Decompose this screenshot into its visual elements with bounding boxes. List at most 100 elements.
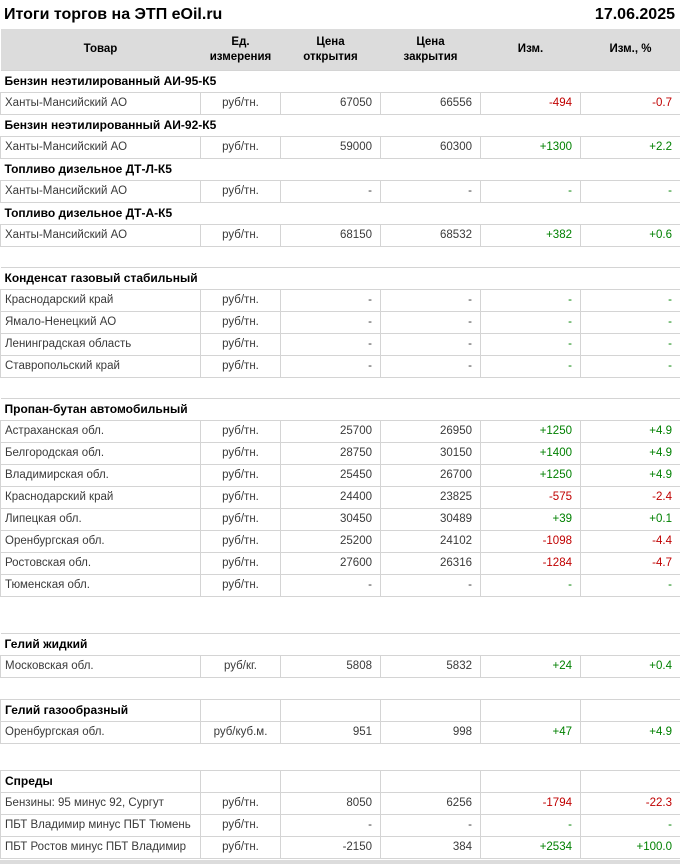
change-pct-cell: +4.9 xyxy=(581,443,680,465)
close-price-cell: 30489 xyxy=(381,509,481,531)
empty-cell xyxy=(281,700,381,722)
product-group-title: Пропан-бутан автомобильный xyxy=(1,399,680,421)
unit-cell: руб/тн. xyxy=(201,443,281,465)
spacer-cell xyxy=(1,678,680,700)
product-group-row: Бензин неэтилированный АИ-95-К5 xyxy=(1,71,680,93)
unit-cell: руб/тн. xyxy=(201,181,281,203)
unit-cell: руб/тн. xyxy=(201,421,281,443)
page-title: Итоги торгов на ЭТП eOil.ru xyxy=(4,6,222,24)
change-cell: - xyxy=(481,290,581,312)
product-group-row: Бензин неэтилированный АИ-92-К5 xyxy=(1,115,680,137)
change-cell: +39 xyxy=(481,509,581,531)
change-cell: +1250 xyxy=(481,421,581,443)
open-price-cell: 25700 xyxy=(281,421,381,443)
unit-cell: руб/тн. xyxy=(201,465,281,487)
product-group-title: Бензин неэтилированный АИ-95-К5 xyxy=(1,71,680,93)
close-price-cell: - xyxy=(381,312,481,334)
region-cell: Ростовская обл. xyxy=(1,553,201,575)
spacer-cell xyxy=(1,378,680,399)
region-cell: Оренбургская обл. xyxy=(1,722,201,744)
table-bottom-edge xyxy=(0,859,680,864)
product-group-row: Спреды xyxy=(1,771,680,793)
change-cell: -1098 xyxy=(481,531,581,553)
change-pct-cell: +0.1 xyxy=(581,509,680,531)
product-group-title: Топливо дизельное ДТ-Л-К5 xyxy=(1,159,680,181)
column-header-label: Товар xyxy=(84,43,118,55)
change-cell: - xyxy=(481,312,581,334)
empty-cell xyxy=(381,700,481,722)
close-price-cell: 6256 xyxy=(381,793,481,815)
close-price-cell: 23825 xyxy=(381,487,481,509)
spacer-row xyxy=(1,597,680,634)
close-price-cell: - xyxy=(381,356,481,378)
change-pct-cell: +4.9 xyxy=(581,722,680,744)
close-price-cell: 60300 xyxy=(381,137,481,159)
spacer-cell xyxy=(1,744,680,771)
region-cell: Липецкая обл. xyxy=(1,509,201,531)
change-pct-cell: - xyxy=(581,181,680,203)
open-price-cell: 8050 xyxy=(281,793,381,815)
product-group-row: Топливо дизельное ДТ-Л-К5 xyxy=(1,159,680,181)
region-cell: ПБТ Ростов минус ПБТ Владимир xyxy=(1,837,201,859)
unit-cell: руб/тн. xyxy=(201,93,281,115)
open-price-cell: 59000 xyxy=(281,137,381,159)
close-price-cell: 66556 xyxy=(381,93,481,115)
column-header: Цена закрытия xyxy=(381,29,481,71)
region-cell: Бензины: 95 минус 92, Сургут xyxy=(1,793,201,815)
product-group-row: Гелий жидкий xyxy=(1,634,680,656)
change-pct-cell: -2.4 xyxy=(581,487,680,509)
product-group-title: Конденсат газовый стабильный xyxy=(1,268,680,290)
column-header: Цена открытия xyxy=(281,29,381,71)
unit-cell: руб/тн. xyxy=(201,553,281,575)
close-price-cell: 30150 xyxy=(381,443,481,465)
change-pct-cell: - xyxy=(581,334,680,356)
open-price-cell: 25200 xyxy=(281,531,381,553)
unit-cell: руб/тн. xyxy=(201,487,281,509)
change-cell: +382 xyxy=(481,225,581,247)
open-price-cell: 68150 xyxy=(281,225,381,247)
region-cell: Астраханская обл. xyxy=(1,421,201,443)
change-pct-cell: - xyxy=(581,290,680,312)
change-cell: +1300 xyxy=(481,137,581,159)
open-price-cell: 27600 xyxy=(281,553,381,575)
open-price-cell: - xyxy=(281,356,381,378)
product-group-title: Гелий газообразный xyxy=(1,700,201,722)
unit-cell: руб/тн. xyxy=(201,290,281,312)
change-cell: +47 xyxy=(481,722,581,744)
region-cell: Ханты-Мансийский АО xyxy=(1,225,201,247)
change-cell: -1284 xyxy=(481,553,581,575)
close-price-cell: - xyxy=(381,334,481,356)
change-cell: +1250 xyxy=(481,465,581,487)
close-price-cell: - xyxy=(381,290,481,312)
unit-cell: руб/кг. xyxy=(201,656,281,678)
unit-cell: руб/тн. xyxy=(201,312,281,334)
open-price-cell: -2150 xyxy=(281,837,381,859)
spacer-row xyxy=(1,247,680,268)
open-price-cell: 5808 xyxy=(281,656,381,678)
region-cell: Московская обл. xyxy=(1,656,201,678)
column-header: Изм. xyxy=(481,29,581,71)
open-price-cell: 30450 xyxy=(281,509,381,531)
change-pct-cell: +0.4 xyxy=(581,656,680,678)
change-cell: +2534 xyxy=(481,837,581,859)
unit-cell: руб/тн. xyxy=(201,225,281,247)
unit-cell: руб/тн. xyxy=(201,137,281,159)
change-pct-cell: -4.4 xyxy=(581,531,680,553)
title-bar: Итоги торгов на ЭТП eOil.ru 17.06.2025 xyxy=(0,0,680,29)
change-pct-cell: -22.3 xyxy=(581,793,680,815)
close-price-cell: - xyxy=(381,575,481,597)
change-cell: +24 xyxy=(481,656,581,678)
unit-cell: руб/куб.м. xyxy=(201,722,281,744)
close-price-cell: 26316 xyxy=(381,553,481,575)
change-cell: -494 xyxy=(481,93,581,115)
change-pct-cell: - xyxy=(581,815,680,837)
empty-cell xyxy=(201,700,281,722)
